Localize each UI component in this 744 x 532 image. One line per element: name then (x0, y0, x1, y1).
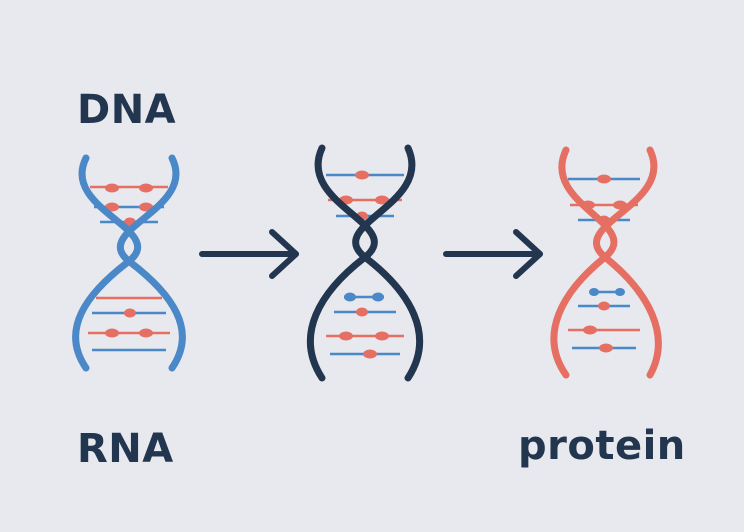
label-rna: RNA (77, 426, 174, 472)
dna-helix-dark-icon (306, 144, 424, 382)
right-arrow-icon (199, 229, 299, 279)
label-protein: protein (518, 423, 686, 469)
dna-helix-blue-icon (72, 154, 186, 372)
dna-helix-red-icon (550, 146, 662, 379)
right-arrow-icon (443, 229, 543, 279)
label-dna: DNA (77, 87, 177, 133)
